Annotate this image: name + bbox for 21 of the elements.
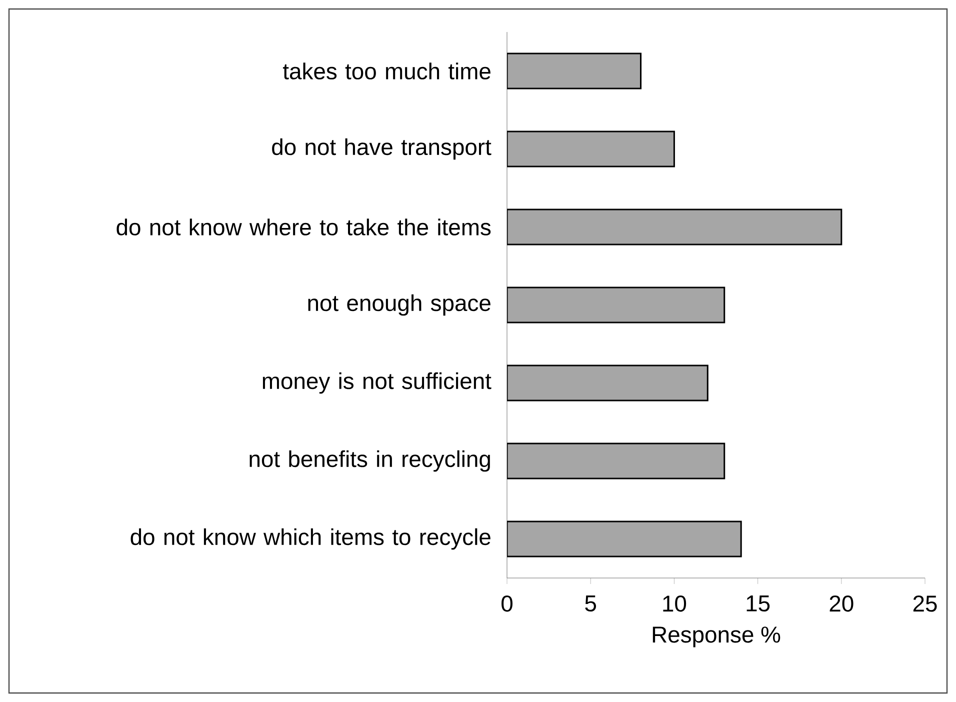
bar (507, 130, 675, 168)
x-tick-label: 20 (830, 596, 854, 612)
y-tick-label: do not know which items to recycle (130, 528, 490, 550)
x-axis-title: Response % (652, 626, 780, 648)
y-tick-label: money is not sufficient (262, 372, 492, 394)
y-tick-label: not enough space (308, 294, 490, 316)
x-tick-label: 5 (585, 596, 596, 612)
bar (507, 442, 726, 480)
x-tick-label: 10 (663, 596, 686, 612)
bar (507, 520, 742, 558)
y-tick-label: takes too much time (282, 62, 490, 80)
y-tick-label: not benefits in recycling (250, 450, 490, 472)
x-tick-label: 25 (913, 596, 937, 612)
x-tick-label: 15 (746, 596, 770, 612)
bar (507, 364, 708, 402)
y-tick-label: do not have transport (272, 138, 492, 160)
bar (507, 286, 726, 324)
y-tick-label: do not know where to take the items (116, 218, 491, 236)
x-tick-label: 0 (502, 596, 512, 612)
bar (507, 208, 842, 246)
bar (507, 52, 642, 90)
